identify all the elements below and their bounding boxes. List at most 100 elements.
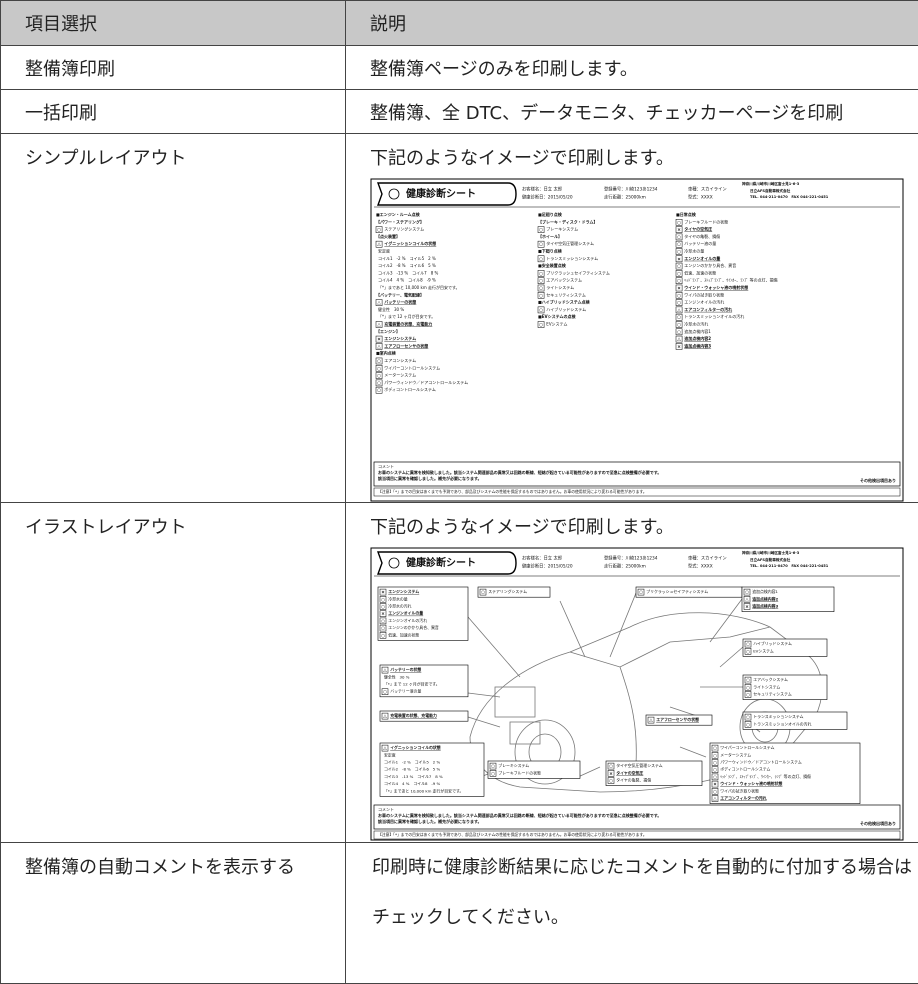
status-mark: × [713, 782, 717, 788]
status-mark: ○ [539, 279, 543, 284]
status-mark: ○ [377, 360, 381, 365]
desc-cell: 印刷時に健康診断結果に応じたコメントを自動的に付加する場合はチェックしてください… [346, 843, 918, 984]
address: 神奈川県川崎市川崎区富士見1-6-3 [742, 181, 800, 186]
check-item: 追加点検内容3 [684, 342, 711, 348]
check-item: タイヤの空気圧 [684, 226, 712, 232]
status-mark: △ [377, 243, 381, 248]
check-item: メーターシステム [720, 752, 751, 757]
note: 【注意】「*」までの目安はあくまでも予測であり、部品及びシステムの性能を保証する… [378, 832, 647, 837]
status-mark: ○ [677, 221, 681, 226]
check-item: エンジンシステム [388, 589, 419, 594]
comment-line: 該当項目に異常を確認しました。補充が必要になります。 [378, 475, 482, 481]
row: 整備簿の自動コメントを表示する 印刷時に健康診断結果に応じたコメントを自動的に付… [1, 843, 918, 984]
check-item: メーターシステム [384, 372, 416, 378]
item-note: 安定度 [378, 248, 390, 254]
status-mark: ○ [713, 775, 717, 780]
status-mark: ○ [746, 716, 750, 721]
header-cell: 説明 [346, 1, 918, 46]
item-cell: 整備簿印刷 [1, 46, 346, 90]
status-mark: ○ [677, 243, 681, 248]
sheet-title: 健康診断シート [406, 556, 476, 569]
status-mark: ○ [713, 747, 717, 752]
check-item: エアフローセンサの状態 [384, 342, 428, 348]
status-mark: × [677, 256, 681, 262]
row: 整備簿印刷 整備簿ページのみを印刷します。 [1, 46, 918, 90]
comment-extra: その他検出項目あり [860, 820, 896, 826]
check-item: パワーウィンドウ／ドアコントロールシステム [720, 760, 802, 765]
check-item: エアバックシステム [753, 677, 788, 682]
section-heading: ■EVシステムの点検 [538, 313, 576, 319]
check-item: ワイパの拭き取り状態 [684, 291, 724, 297]
check-item: 追加点検内容3 [752, 604, 778, 609]
status-mark: ○ [609, 765, 613, 770]
item-cell: 整備簿の自動コメントを表示する [1, 843, 346, 984]
check-item: エアコンフィルターの汚れ [720, 796, 767, 801]
check-item: セキュリティシステム [546, 291, 586, 297]
check-item: エアコンフィルターの汚れ [684, 306, 732, 312]
status-mark: △ [383, 669, 387, 674]
date: 健康診断日：2015/05/20 [522, 563, 573, 570]
check-item: ボディコントロールシステム [720, 767, 770, 772]
check-item: トランスミッションシステム [546, 255, 598, 261]
check-item: ﾍｯﾄﾞﾗﾝﾌﾟ、ｽﾄｯﾌﾟﾗﾝﾌﾟ、ｳｲﾝｶｰ、ﾗﾝﾌﾟ 等の点灯、損傷 [684, 277, 777, 283]
section-heading: ■エンジン・ルーム点検 [376, 211, 421, 217]
item-note: 健全性 30 % [384, 674, 410, 679]
status-mark: ○ [377, 389, 381, 394]
desc-cell: 整備簿、全 DTC、データモニタ、チェッカーページを印刷 [346, 90, 918, 134]
status-mark: △ [649, 719, 653, 724]
check-item: エンジンオイルの汚れ [684, 299, 724, 305]
check-item: ライトシステム [546, 284, 574, 290]
status-mark: △ [377, 301, 381, 306]
item-note: コイル4 4 % コイル8 -9 % [378, 278, 436, 283]
status-mark: × [677, 286, 681, 292]
status-mark: △ [677, 308, 681, 313]
status-mark: ○ [746, 686, 750, 691]
reg: 登録番号：川崎123あ1234 [604, 186, 658, 193]
item-note: 「*」まで 12 ヶ月が目安です。 [378, 313, 435, 319]
comment-line: 該当項目に異常を確認しました。補充が必要になります。 [378, 818, 482, 824]
status-mark: ○ [381, 598, 385, 603]
status-mark: ○ [377, 367, 381, 372]
check-item: タイヤの空気圧 [616, 770, 643, 775]
status-mark: ○ [746, 650, 750, 655]
section-heading: 【エンジン】 [376, 328, 400, 334]
check-item: EVシステム [546, 321, 567, 327]
check-item: イグニッションコイルの状態 [390, 745, 441, 750]
mileage: 走行距離：25000km [604, 563, 646, 570]
section-heading: ■ハイブリッドシステム点検 [538, 299, 591, 305]
section-heading: 【ブレーキ・ディスク・ドラム】 [538, 218, 598, 224]
sheet-title: 健康診断シート [406, 187, 476, 200]
check-item: ブレーキフルードの状態 [684, 218, 728, 224]
status-mark: ○ [746, 723, 750, 728]
status-mark: ○ [539, 228, 543, 233]
item-note: 健全性 30 % [378, 306, 404, 312]
check-item: エンジンオイルの汚れ [388, 618, 427, 623]
check-item: トランスミッションシステム [753, 714, 803, 719]
status-mark: ○ [539, 243, 543, 248]
shop: 日立AFS自動車株式会社 [750, 188, 791, 193]
check-item: タイヤの亀裂、損傷 [616, 778, 651, 783]
section-heading: 【バッテリー、電気配線】 [376, 291, 424, 297]
status-mark: △ [383, 747, 387, 752]
check-item: ステアリングシステム [384, 226, 424, 232]
comment-extra: その他検出項目あり [860, 477, 896, 483]
status-mark: ○ [539, 294, 543, 299]
item-note: コイル2 -8 % コイル6 5 % [384, 767, 440, 772]
status-mark: ○ [539, 323, 543, 328]
check-item: タイヤ空気圧管理システム [616, 763, 663, 768]
check-item: 低速、加速の状態 [388, 632, 419, 637]
status-mark: ○ [677, 316, 681, 321]
item-note: コイル3 -13 % コイル7 8 % [384, 774, 443, 779]
check-item: エンジンシステム [384, 335, 416, 341]
header-cell: 項目選択 [1, 1, 346, 46]
status-mark: ○ [713, 768, 717, 773]
check-item: プリクラッシュセイフティシステム [546, 269, 610, 275]
header-row: 項目選択 説明 [1, 1, 918, 46]
check-item: 冷却水の汚れ [684, 321, 708, 327]
status-mark: ○ [745, 591, 749, 596]
comment-label: コメント [378, 807, 394, 812]
desc-cell: 下記のようなイメージで印刷します。 健康診断シートお客様名：日立 太郎健康診断日… [346, 503, 918, 843]
check-item: バッテリー液の量 [390, 689, 421, 694]
check-item: エアコンシステム [384, 357, 416, 363]
